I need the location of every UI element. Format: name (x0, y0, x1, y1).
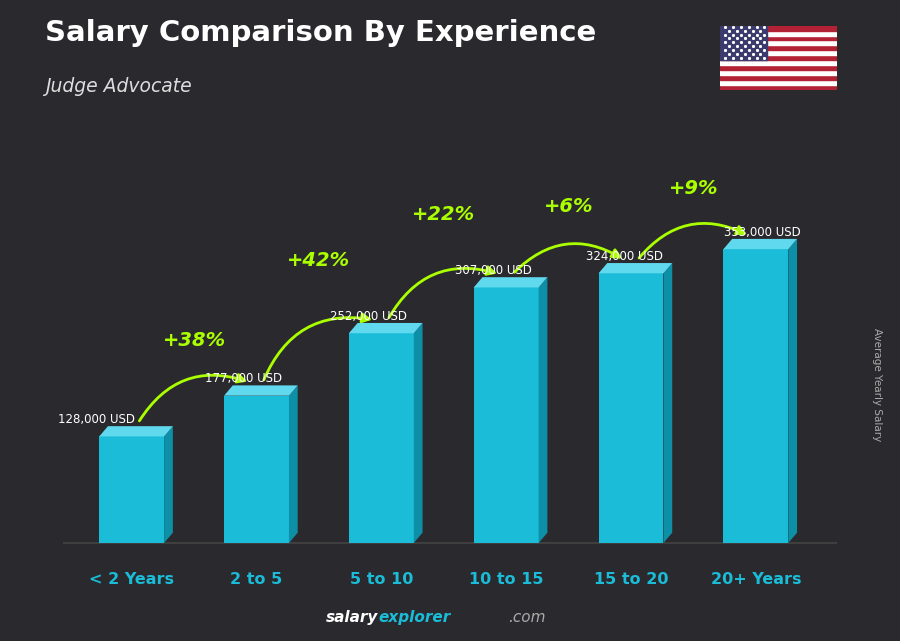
Polygon shape (99, 426, 173, 437)
Text: salary: salary (326, 610, 378, 625)
Polygon shape (414, 323, 422, 543)
Bar (720, 55, 837, 60)
Polygon shape (724, 239, 797, 249)
Text: 252,000 USD: 252,000 USD (330, 310, 408, 323)
Bar (720, 46, 837, 50)
Polygon shape (724, 249, 788, 543)
Bar (720, 85, 837, 90)
Text: Judge Advocate: Judge Advocate (45, 77, 192, 96)
Text: Average Yearly Salary: Average Yearly Salary (872, 328, 883, 441)
Bar (720, 60, 837, 65)
Polygon shape (99, 437, 164, 543)
Text: +6%: +6% (544, 197, 593, 216)
Text: 128,000 USD: 128,000 USD (58, 413, 135, 426)
Polygon shape (473, 287, 538, 543)
Text: .com: .com (508, 610, 546, 625)
Polygon shape (349, 333, 414, 543)
Bar (720, 35, 837, 40)
Text: explorer: explorer (378, 610, 450, 625)
Text: +42%: +42% (287, 251, 350, 270)
Text: 324,000 USD: 324,000 USD (586, 250, 663, 263)
Bar (720, 26, 767, 60)
Text: +9%: +9% (669, 179, 718, 198)
Text: +38%: +38% (163, 331, 226, 350)
Text: +22%: +22% (412, 205, 475, 224)
Polygon shape (538, 277, 547, 543)
Polygon shape (349, 323, 422, 333)
Bar (720, 65, 837, 70)
Polygon shape (224, 395, 289, 543)
Text: 307,000 USD: 307,000 USD (455, 264, 532, 277)
Text: 177,000 USD: 177,000 USD (205, 372, 283, 385)
Text: Salary Comparison By Experience: Salary Comparison By Experience (45, 19, 596, 47)
Polygon shape (164, 426, 173, 543)
Polygon shape (788, 239, 797, 543)
Text: 353,000 USD: 353,000 USD (724, 226, 800, 239)
Polygon shape (663, 263, 672, 543)
Bar (720, 75, 837, 80)
Bar (720, 70, 837, 75)
Bar (720, 40, 837, 46)
Bar (720, 26, 837, 31)
Polygon shape (598, 263, 672, 273)
Bar (720, 50, 837, 55)
Bar (720, 31, 837, 35)
Polygon shape (289, 385, 298, 543)
Polygon shape (598, 273, 663, 543)
Bar (720, 80, 837, 85)
Polygon shape (224, 385, 298, 395)
Polygon shape (473, 277, 547, 287)
